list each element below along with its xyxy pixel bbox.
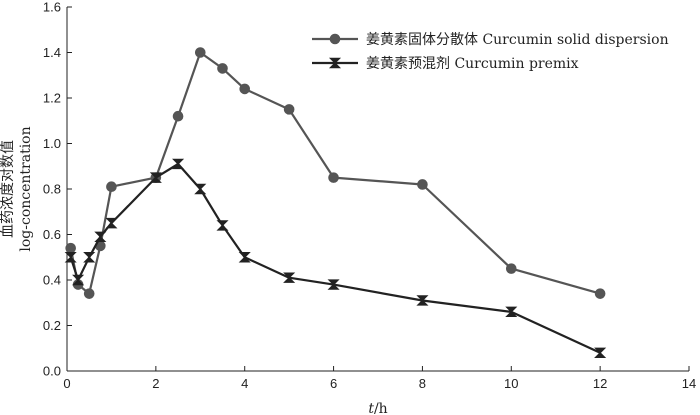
legend-swatch-marker: [328, 57, 342, 69]
legend-item: 姜黄素固体分散体 Curcumin solid dispersion: [312, 31, 669, 48]
data-point: [594, 347, 607, 358]
y-tick-label: 0.4: [43, 273, 61, 288]
x-tick-label: 2: [152, 376, 159, 391]
y-axis-title: 血药浓度对数值 log-concentration: [0, 126, 34, 251]
data-point: [594, 288, 606, 299]
data-point: [64, 252, 77, 263]
data-point: [416, 295, 429, 306]
data-point: [194, 47, 206, 58]
data-point: [65, 242, 76, 254]
data-point: [505, 306, 518, 318]
data-point: [83, 252, 96, 263]
x-tick-label: 0: [63, 376, 70, 391]
x-tick-label: 4: [241, 376, 248, 391]
x-axis-title: t/h: [368, 401, 387, 415]
y-tick-label: 0.2: [43, 318, 61, 333]
series-2: [64, 158, 607, 358]
data-point: [283, 104, 295, 115]
data-point: [283, 272, 296, 283]
data-point: [194, 183, 207, 195]
data-point: [216, 220, 229, 231]
y-ticks: 0.0 0.2 0.4 0.6 0.8 1.0 1.2 1.4 1.6: [43, 0, 72, 379]
series-line: [69, 162, 601, 354]
data-point: [505, 263, 517, 274]
data-point: [172, 110, 184, 122]
y-tick-label: 1.2: [43, 91, 61, 106]
y-tick-label: 1.4: [43, 45, 61, 60]
data-point: [105, 217, 118, 229]
y-tick-label: 1.0: [43, 136, 61, 151]
legend: 姜黄素固体分散体 Curcumin solid dispersion 姜黄素预混剂…: [312, 31, 669, 72]
y-axis-title-en: log-concentration: [18, 126, 34, 251]
x-tick-label: 12: [593, 376, 607, 391]
y-tick-label: 0.6: [43, 227, 61, 242]
legend-swatch-marker: [329, 33, 341, 45]
data-point: [83, 288, 95, 299]
x-tick-label: 14: [682, 376, 696, 391]
data-point: [94, 231, 107, 242]
x-tick-label: 6: [330, 376, 337, 391]
y-axis-title-cn: 血药浓度对数值: [0, 140, 16, 238]
series-layer: [64, 47, 607, 358]
x-ticks: 0 2 4 6 8 10 12 14: [63, 366, 696, 391]
data-point: [239, 83, 251, 95]
series-1: [65, 47, 606, 299]
data-point: [172, 158, 185, 170]
legend-label: 姜黄素固体分散体 Curcumin solid dispersion: [366, 31, 669, 48]
y-tick-label: 0.0: [43, 364, 61, 379]
data-point: [417, 179, 428, 190]
data-point: [217, 63, 228, 74]
legend-label: 姜黄素预混剂 Curcumin premix: [366, 55, 579, 72]
data-point: [328, 172, 339, 183]
data-point: [238, 252, 251, 263]
data-point: [72, 274, 85, 286]
data-point: [327, 279, 340, 290]
y-tick-label: 0.8: [43, 182, 61, 197]
data-point: [149, 172, 162, 183]
y-tick-label: 1.6: [43, 0, 61, 15]
x-tick-label: 10: [504, 376, 518, 391]
data-point: [106, 181, 117, 193]
legend-item: 姜黄素预混剂 Curcumin premix: [312, 55, 579, 72]
x-tick-label: 8: [419, 376, 426, 391]
